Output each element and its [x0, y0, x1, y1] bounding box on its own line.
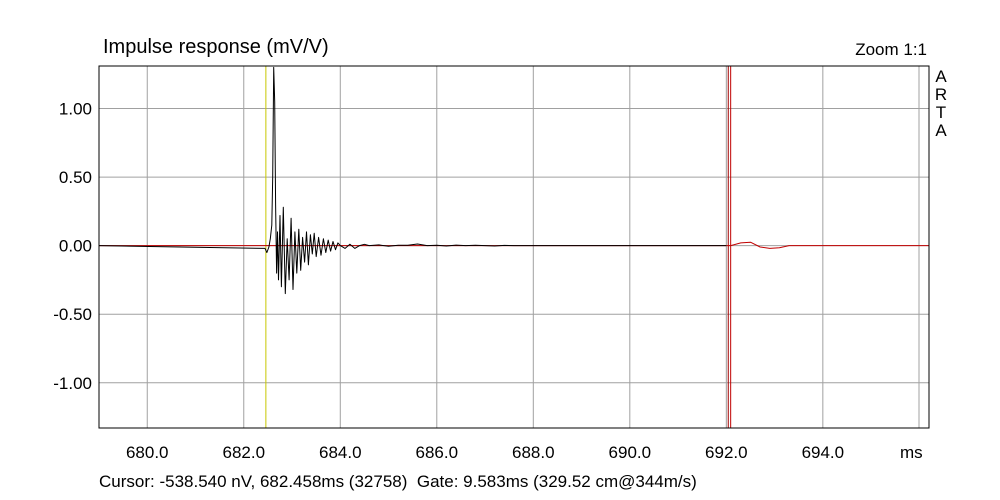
cursor-readout: Cursor: -538.540 nV, 682.458ms (32758) [99, 472, 408, 491]
zoom-label[interactable]: Zoom 1:1 [855, 40, 927, 59]
gate-readout: Gate: 9.583ms (329.52 cm@344m/s) [416, 472, 697, 491]
series-line [98, 66, 727, 295]
y-tick-label: 0.00 [59, 237, 92, 256]
y-tick-label: 1.00 [59, 100, 92, 119]
plot-frame [98, 65, 930, 429]
brand-letter: A [935, 121, 947, 140]
y-tick-label: 0.50 [59, 168, 92, 187]
brand-label: A R T A [934, 68, 948, 140]
x-tick-label: 686.0 [416, 443, 459, 462]
brand-letter: A [935, 67, 947, 86]
brand-letter: T [935, 103, 947, 122]
y-tick-label: -1.00 [53, 374, 92, 393]
y-tick-label: -0.50 [53, 305, 92, 324]
x-axis-unit: ms [900, 443, 923, 462]
x-tick-label: 688.0 [512, 443, 555, 462]
series-lines [98, 66, 929, 295]
x-tick-label: 684.0 [319, 443, 362, 462]
x-tick-labels: 680.0 682.0 684.0 686.0 688.0 690.0 692.0 694.0 [126, 443, 844, 462]
chart-title: Impulse response (mV/V) [103, 36, 329, 58]
x-tick-label: 690.0 [609, 443, 652, 462]
x-tick-label: 680.0 [126, 443, 169, 462]
plot-area[interactable] [99, 66, 929, 428]
status-bar: Cursor: -538.540 nV, 682.458ms (32758) G… [99, 471, 697, 493]
x-tick-label: 682.0 [222, 443, 265, 462]
y-tick-labels: 1.00 0.50 0.00 -0.50 -1.00 [53, 100, 92, 393]
marker-lines [265, 66, 732, 428]
brand-letter: R [934, 85, 948, 104]
x-tick-label: 694.0 [802, 443, 845, 462]
x-tick-label: 692.0 [705, 443, 748, 462]
